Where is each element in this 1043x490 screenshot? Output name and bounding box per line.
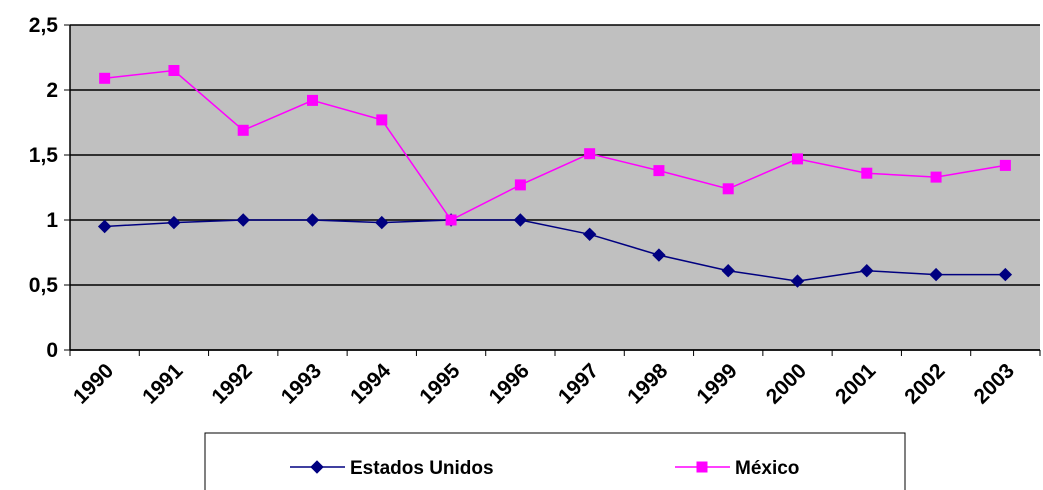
y-tick-label: 1 [46,209,58,232]
data-point [653,165,665,177]
data-point [167,215,181,230]
x-tick-label: 1996 [485,359,534,408]
legend-label: Estados Unidos [350,458,494,479]
data-point [514,179,526,191]
data-point [376,114,388,126]
data-point [97,219,112,234]
data-point [307,94,318,106]
x-tick-label: 1997 [554,359,603,408]
data-point [790,274,805,288]
x-tick-label: 2003 [970,359,1019,408]
legend-marker [310,460,324,474]
data-point [998,267,1013,282]
x-tick-label: 2001 [831,359,881,409]
x-tick-label: 1999 [692,359,741,408]
series-line [104,219,1006,282]
x-tick-label: 2002 [900,359,949,408]
data-point [99,72,111,84]
data-point [861,167,873,179]
data-point [305,213,320,227]
x-tick-label: 2000 [762,359,811,408]
data-point [722,183,734,195]
data-point [582,227,597,242]
data-point [721,263,735,278]
data-point [513,213,528,227]
legend-box [204,432,906,490]
data-point [236,213,250,227]
x-tick-label: 1990 [69,359,118,408]
x-tick-label: 1992 [207,359,256,408]
data-point [930,171,942,183]
series-line [104,69,1006,221]
data-point [584,148,596,160]
data-point [445,214,457,226]
x-tick-label: 1991 [138,359,188,409]
y-tick-label: 2 [46,79,58,102]
x-tick-label: 1995 [415,359,465,409]
data-point [860,263,874,278]
legend-marker [696,461,708,473]
x-tick-label: 1994 [346,359,396,409]
data-point [652,248,666,262]
x-tick-label: 1993 [277,359,326,408]
y-tick-label: 1,5 [29,144,59,167]
legend-label: México [735,458,799,479]
x-tick-label: 1998 [623,359,673,409]
y-tick-label: 0,5 [29,274,59,297]
data-point [168,65,180,76]
data-point [929,267,943,282]
data-point [237,124,249,136]
data-point [792,153,803,165]
y-tick-label: 2,5 [29,14,59,37]
y-tick-label: 0 [46,339,58,362]
plot-area [70,25,1040,350]
data-point [999,159,1011,171]
data-point [375,215,389,230]
